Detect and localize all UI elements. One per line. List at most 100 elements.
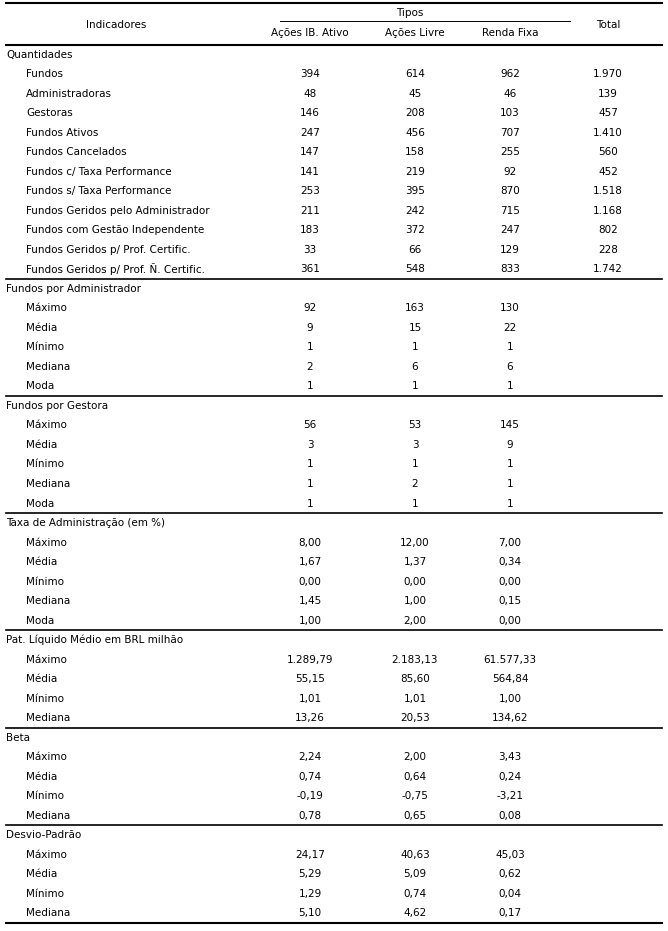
- Text: 0,24: 0,24: [498, 772, 522, 782]
- Text: 0,78: 0,78: [299, 811, 321, 821]
- Text: 0,62: 0,62: [498, 870, 522, 879]
- Text: 242: 242: [405, 206, 425, 216]
- Text: Fundos: Fundos: [26, 69, 63, 79]
- Text: Média: Média: [26, 323, 57, 333]
- Text: 560: 560: [598, 147, 618, 157]
- Text: -0,19: -0,19: [297, 791, 323, 802]
- Text: Média: Média: [26, 557, 57, 567]
- Text: 0,00: 0,00: [498, 576, 522, 587]
- Text: 0,08: 0,08: [498, 811, 522, 821]
- Text: 253: 253: [300, 186, 320, 196]
- Text: 40,63: 40,63: [400, 850, 430, 859]
- Text: 0,74: 0,74: [403, 889, 427, 898]
- Text: 92: 92: [504, 167, 516, 177]
- Text: 1,45: 1,45: [299, 596, 321, 606]
- Text: 9: 9: [507, 440, 513, 450]
- Text: 134,62: 134,62: [492, 713, 528, 723]
- Text: 255: 255: [500, 147, 520, 157]
- Text: Mediana: Mediana: [26, 362, 70, 371]
- Text: 1,01: 1,01: [299, 694, 321, 704]
- Text: Máximo: Máximo: [26, 850, 67, 859]
- Text: 1.970: 1.970: [593, 69, 623, 79]
- Text: 1.410: 1.410: [593, 128, 623, 138]
- Text: 5,29: 5,29: [299, 870, 321, 879]
- Text: 1: 1: [507, 460, 513, 469]
- Text: 45: 45: [408, 88, 422, 99]
- Text: 1: 1: [507, 479, 513, 489]
- Text: Fundos Geridos pelo Administrador: Fundos Geridos pelo Administrador: [26, 206, 210, 216]
- Text: Total: Total: [596, 20, 620, 30]
- Text: 247: 247: [500, 225, 520, 236]
- Text: 85,60: 85,60: [400, 674, 430, 684]
- Text: 1.518: 1.518: [593, 186, 623, 196]
- Text: 9: 9: [307, 323, 313, 333]
- Text: 219: 219: [405, 167, 425, 177]
- Text: Mediana: Mediana: [26, 479, 70, 489]
- Text: 0,74: 0,74: [299, 772, 321, 782]
- Text: Fundos Geridos p/ Prof. Ñ. Certific.: Fundos Geridos p/ Prof. Ñ. Certific.: [26, 263, 205, 276]
- Text: 1: 1: [307, 479, 313, 489]
- Text: Média: Média: [26, 674, 57, 684]
- Text: Mínimo: Mínimo: [26, 576, 64, 587]
- Text: 1.168: 1.168: [593, 206, 623, 216]
- Text: 1: 1: [411, 382, 418, 391]
- Text: 15: 15: [408, 323, 422, 333]
- Text: 211: 211: [300, 206, 320, 216]
- Text: 0,34: 0,34: [498, 557, 522, 567]
- Text: 1: 1: [411, 343, 418, 353]
- Text: 2.183,13: 2.183,13: [391, 654, 438, 665]
- Text: Ações Livre: Ações Livre: [385, 28, 445, 38]
- Text: 5,10: 5,10: [299, 909, 321, 918]
- Text: 0,00: 0,00: [498, 615, 522, 626]
- Text: 715: 715: [500, 206, 520, 216]
- Text: Máximo: Máximo: [26, 654, 67, 665]
- Text: 1: 1: [411, 498, 418, 508]
- Text: Beta: Beta: [6, 733, 30, 743]
- Text: 1,29: 1,29: [299, 889, 321, 898]
- Text: 1,00: 1,00: [403, 596, 426, 606]
- Text: 962: 962: [500, 69, 520, 79]
- Text: Mediana: Mediana: [26, 713, 70, 723]
- Text: 1: 1: [307, 382, 313, 391]
- Text: 8,00: 8,00: [299, 537, 321, 547]
- Text: 870: 870: [500, 186, 520, 196]
- Text: Média: Média: [26, 772, 57, 782]
- Text: Fundos Ativos: Fundos Ativos: [26, 128, 98, 138]
- Text: 141: 141: [300, 167, 320, 177]
- Text: Renda Fixa: Renda Fixa: [482, 28, 538, 38]
- Text: 614: 614: [405, 69, 425, 79]
- Text: 163: 163: [405, 304, 425, 314]
- Text: 13,26: 13,26: [295, 713, 325, 723]
- Text: Moda: Moda: [26, 498, 54, 508]
- Text: 2,24: 2,24: [299, 752, 321, 762]
- Text: 1: 1: [307, 460, 313, 469]
- Text: 1: 1: [307, 343, 313, 353]
- Text: 1.742: 1.742: [593, 264, 623, 275]
- Text: 0,17: 0,17: [498, 909, 522, 918]
- Text: 158: 158: [405, 147, 425, 157]
- Text: 395: 395: [405, 186, 425, 196]
- Text: 548: 548: [405, 264, 425, 275]
- Text: Quantidades: Quantidades: [6, 49, 73, 60]
- Text: 457: 457: [598, 108, 618, 118]
- Text: 33: 33: [303, 245, 317, 255]
- Text: 1: 1: [411, 460, 418, 469]
- Text: 103: 103: [500, 108, 520, 118]
- Text: 372: 372: [405, 225, 425, 236]
- Text: 24,17: 24,17: [295, 850, 325, 859]
- Text: 0,00: 0,00: [403, 576, 426, 587]
- Text: Administradoras: Administradoras: [26, 88, 112, 99]
- Text: Média: Média: [26, 870, 57, 879]
- Text: 48: 48: [303, 88, 317, 99]
- Text: 1.289,79: 1.289,79: [287, 654, 333, 665]
- Text: 0,04: 0,04: [498, 889, 522, 898]
- Text: 456: 456: [405, 128, 425, 138]
- Text: Mínimo: Mínimo: [26, 791, 64, 802]
- Text: 707: 707: [500, 128, 520, 138]
- Text: 2,00: 2,00: [403, 752, 426, 762]
- Text: Fundos Geridos p/ Prof. Certific.: Fundos Geridos p/ Prof. Certific.: [26, 245, 190, 255]
- Text: 564,84: 564,84: [492, 674, 528, 684]
- Text: Fundos com Gestão Independente: Fundos com Gestão Independente: [26, 225, 204, 236]
- Text: Tipos: Tipos: [396, 8, 424, 18]
- Text: 0,15: 0,15: [498, 596, 522, 606]
